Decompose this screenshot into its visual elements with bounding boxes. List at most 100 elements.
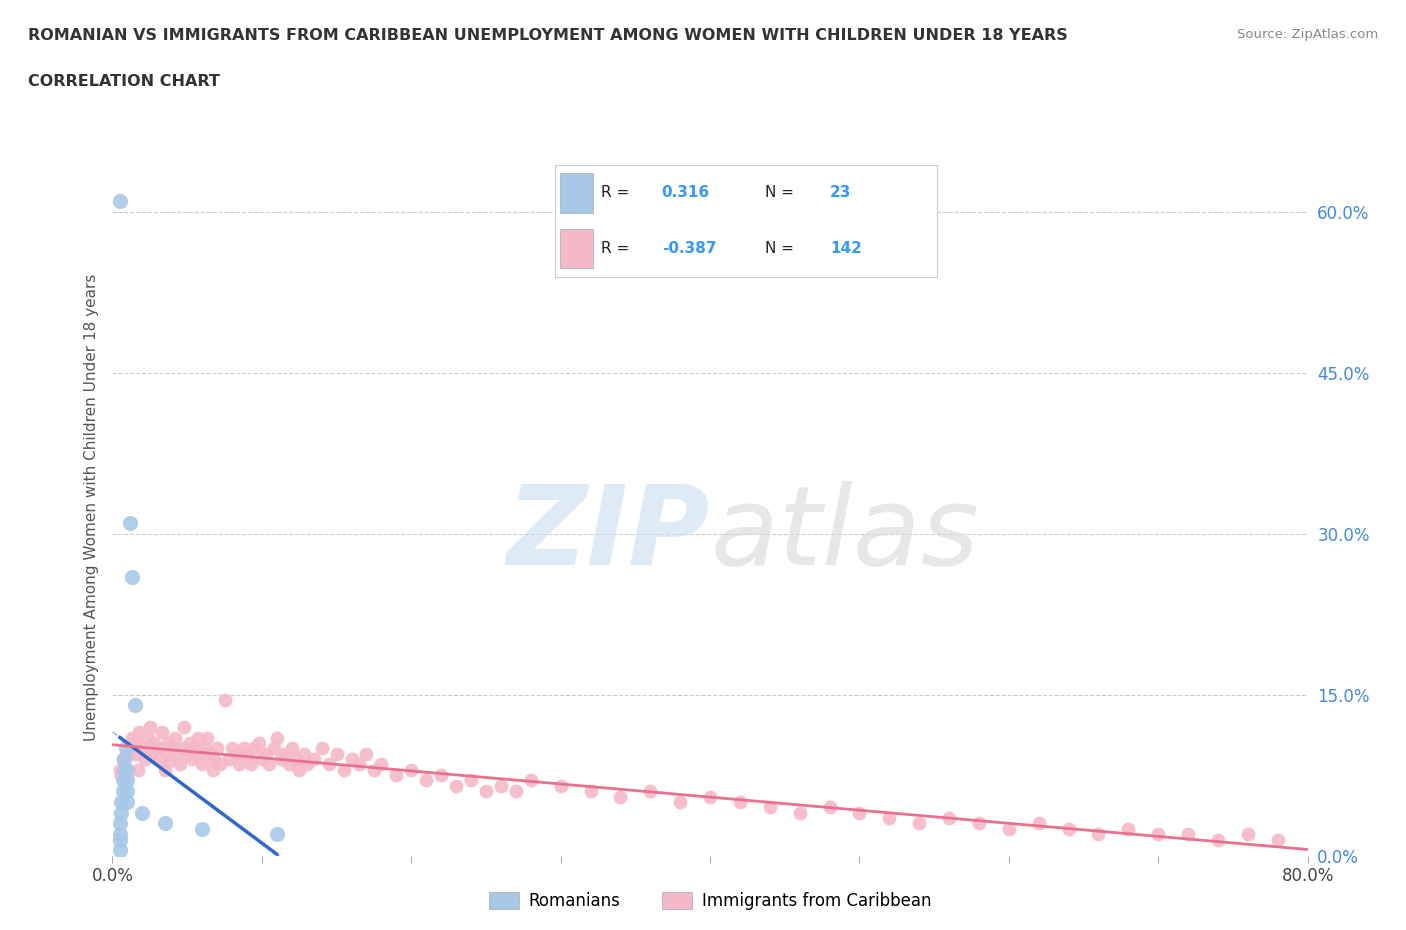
Point bbox=[117, 794, 139, 809]
Point bbox=[115, 741, 138, 756]
Point bbox=[302, 751, 325, 766]
Point bbox=[173, 720, 195, 735]
Point bbox=[108, 843, 131, 857]
Point bbox=[699, 790, 721, 804]
Point bbox=[347, 757, 370, 772]
Point bbox=[759, 800, 782, 815]
Point bbox=[356, 746, 378, 761]
Point bbox=[114, 763, 135, 777]
Point bbox=[385, 767, 408, 782]
Point bbox=[157, 753, 180, 768]
Point bbox=[247, 736, 270, 751]
Point bbox=[998, 821, 1021, 836]
Point bbox=[579, 784, 602, 799]
Point bbox=[967, 816, 990, 830]
Point bbox=[110, 767, 132, 782]
Point bbox=[273, 746, 295, 761]
Point bbox=[318, 757, 340, 772]
Point bbox=[214, 693, 236, 708]
Point bbox=[1087, 827, 1109, 842]
Point bbox=[179, 736, 201, 751]
Point bbox=[938, 811, 960, 826]
Point bbox=[202, 751, 225, 766]
Point bbox=[489, 778, 512, 793]
Point bbox=[281, 741, 304, 756]
Point bbox=[128, 724, 150, 739]
Point bbox=[363, 763, 385, 777]
Point bbox=[149, 751, 172, 766]
Point bbox=[191, 757, 214, 772]
Text: Source: ZipAtlas.com: Source: ZipAtlas.com bbox=[1237, 28, 1378, 41]
Point bbox=[263, 741, 285, 756]
Point bbox=[117, 746, 139, 761]
Point bbox=[111, 773, 134, 788]
Point bbox=[117, 784, 139, 799]
Point bbox=[172, 741, 194, 756]
Legend: Romanians, Immigrants from Caribbean: Romanians, Immigrants from Caribbean bbox=[482, 885, 938, 917]
Point bbox=[127, 763, 149, 777]
Point bbox=[277, 757, 299, 772]
Point bbox=[125, 736, 148, 751]
Point bbox=[430, 767, 453, 782]
Point bbox=[236, 746, 259, 761]
Point bbox=[232, 741, 256, 756]
Point bbox=[1147, 827, 1170, 842]
Text: atlas: atlas bbox=[710, 481, 979, 589]
Point bbox=[1177, 827, 1199, 842]
Point bbox=[270, 751, 292, 766]
Point bbox=[285, 751, 308, 766]
Point bbox=[108, 816, 131, 830]
Point bbox=[111, 751, 134, 766]
Point bbox=[218, 751, 240, 766]
Point bbox=[143, 736, 166, 751]
Point bbox=[153, 763, 176, 777]
Point bbox=[848, 805, 870, 820]
Point bbox=[415, 773, 437, 788]
Point bbox=[114, 751, 135, 766]
Point bbox=[295, 757, 318, 772]
Point bbox=[121, 569, 143, 584]
Point bbox=[131, 805, 153, 820]
Point bbox=[169, 757, 191, 772]
Point bbox=[444, 778, 467, 793]
Point bbox=[254, 746, 277, 761]
Point bbox=[789, 805, 811, 820]
Point bbox=[165, 730, 187, 745]
Point bbox=[194, 741, 217, 756]
Point bbox=[111, 784, 134, 799]
Point bbox=[370, 757, 392, 772]
Point bbox=[221, 741, 243, 756]
Point bbox=[131, 741, 153, 756]
Text: ROMANIAN VS IMMIGRANTS FROM CARIBBEAN UNEMPLOYMENT AMONG WOMEN WITH CHILDREN UND: ROMANIAN VS IMMIGRANTS FROM CARIBBEAN UN… bbox=[28, 28, 1069, 43]
Point bbox=[110, 794, 132, 809]
Point bbox=[155, 746, 177, 761]
Point bbox=[1237, 827, 1260, 842]
Point bbox=[877, 811, 901, 826]
Point bbox=[121, 730, 143, 745]
Point bbox=[1057, 821, 1080, 836]
Point bbox=[250, 751, 273, 766]
Point bbox=[292, 746, 315, 761]
Point bbox=[520, 773, 543, 788]
Point bbox=[120, 741, 142, 756]
Point bbox=[311, 741, 333, 756]
Point bbox=[205, 741, 228, 756]
Point bbox=[550, 778, 572, 793]
Point bbox=[139, 720, 162, 735]
Point bbox=[138, 730, 160, 745]
Point bbox=[166, 746, 188, 761]
Point bbox=[225, 746, 247, 761]
Point bbox=[188, 746, 211, 761]
Point bbox=[638, 784, 662, 799]
Point bbox=[108, 763, 131, 777]
Point bbox=[728, 794, 751, 809]
Point bbox=[201, 763, 224, 777]
Point bbox=[117, 763, 139, 777]
Point bbox=[240, 757, 263, 772]
Point bbox=[114, 757, 135, 772]
Point bbox=[153, 816, 176, 830]
Point bbox=[818, 800, 841, 815]
Point bbox=[110, 805, 132, 820]
Point bbox=[120, 515, 142, 530]
Text: CORRELATION CHART: CORRELATION CHART bbox=[28, 74, 219, 89]
